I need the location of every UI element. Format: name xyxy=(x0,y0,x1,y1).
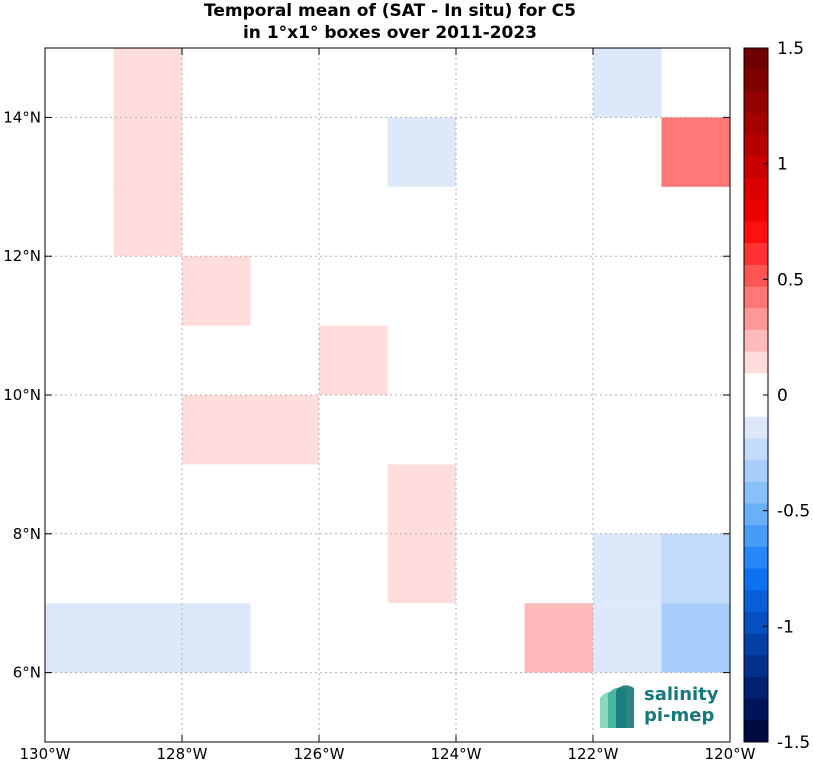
colorbar-swatch xyxy=(744,546,768,569)
colorbar-swatch xyxy=(744,590,768,613)
heatmap-cell xyxy=(387,533,456,604)
heatmap-cell xyxy=(113,48,182,118)
colorbar-swatch xyxy=(744,676,768,700)
title-line-1: Temporal mean of (SAT - In situ) for C5 xyxy=(204,1,576,21)
grid-lines xyxy=(45,48,730,742)
salinity-pimep-logo: salinity pi-mep xyxy=(596,684,736,732)
colorbar-tick-label: 0 xyxy=(777,386,788,406)
colorbar-swatch xyxy=(744,633,768,656)
heatmap-cell xyxy=(319,325,388,395)
logo-line-2: pi-mep xyxy=(644,705,715,726)
heatmap-cell xyxy=(113,186,182,257)
colorbar: 1.5 1 0.5 0 -0.5 -1 -1.5 xyxy=(743,39,810,753)
y-tick-label: 14°N xyxy=(3,108,41,126)
y-tick-label: 8°N xyxy=(13,525,41,543)
y-tick-label: 6°N xyxy=(13,664,41,682)
colorbar-swatch xyxy=(744,69,768,92)
colorbar-swatch xyxy=(744,698,768,721)
colorbar-swatch xyxy=(744,481,768,504)
y-tick-label: 10°N xyxy=(3,386,41,404)
wave-logo-icon xyxy=(600,685,634,728)
colorbar-swatch xyxy=(744,264,768,288)
x-tick-label: 120°W xyxy=(705,745,756,763)
colorbar-tick-label: -1.5 xyxy=(777,733,810,753)
colorbar-swatch xyxy=(744,156,768,179)
colorbar-swatch xyxy=(744,221,768,244)
heatmap-cell xyxy=(661,117,730,187)
colorbar-swatch xyxy=(744,525,768,548)
colorbar-swatch xyxy=(744,243,768,266)
colorbar-swatch xyxy=(744,568,768,591)
heatmap-cell xyxy=(113,117,182,187)
x-axis: 130°W 128°W 126°W 124°W 122°W 120°W xyxy=(20,48,756,763)
heatmap-cell xyxy=(387,117,456,187)
colorbar-swatch xyxy=(744,503,768,526)
heatmap-cell xyxy=(661,533,730,604)
heatmap-cell xyxy=(387,464,456,534)
colorbar-tick-label: -1 xyxy=(777,617,794,637)
colorbar-swatch xyxy=(744,460,768,483)
heatmap-cell xyxy=(182,256,251,326)
heatmap-cell xyxy=(661,603,730,673)
colorbar-swatch xyxy=(744,351,768,374)
x-tick-label: 124°W xyxy=(431,745,482,763)
heatmap-cell xyxy=(250,395,319,465)
colorbar-swatch xyxy=(744,48,768,71)
logo-text: salinity pi-mep xyxy=(644,684,719,726)
heatmap-cell xyxy=(182,603,251,673)
colorbar-swatch xyxy=(744,134,768,157)
heatmap-cell xyxy=(45,603,114,673)
colorbar-tick-label: 1.5 xyxy=(777,39,804,59)
colorbar-swatch xyxy=(744,655,768,678)
y-axis: 6°N 8°N 10°N 12°N 14°N xyxy=(3,108,730,682)
colorbar-swatch xyxy=(744,395,768,418)
heatmap-cell xyxy=(524,603,593,673)
x-tick-label: 122°W xyxy=(568,745,619,763)
colorbar-swatch xyxy=(744,416,768,439)
heatmap-cell xyxy=(182,395,251,465)
colorbar-swatch xyxy=(744,308,768,331)
colorbar-swatch xyxy=(744,438,768,461)
colorbar-swatch xyxy=(744,199,768,222)
x-tick-label: 130°W xyxy=(20,745,71,763)
colorbar-swatch xyxy=(744,178,768,201)
colorbar-swatch xyxy=(744,329,768,353)
heatmap-cells xyxy=(45,48,730,673)
colorbar-swatch xyxy=(744,611,768,635)
colorbar-swatch xyxy=(744,286,768,309)
colorbar-swatch xyxy=(744,91,768,114)
heatmap-cell xyxy=(593,533,662,604)
colorbar-swatch xyxy=(744,373,768,396)
title-line-2: in 1°x1° boxes over 2011-2023 xyxy=(242,23,538,43)
colorbar-swatch xyxy=(744,113,768,136)
heatmap-cell xyxy=(113,603,182,673)
colorbar-tick-label: -0.5 xyxy=(777,502,810,522)
heatmap-cell xyxy=(593,603,662,673)
y-tick-label: 12°N xyxy=(3,247,41,265)
logo-line-1: salinity xyxy=(644,684,719,705)
x-tick-label: 126°W xyxy=(294,745,345,763)
colorbar-tick-label: 1 xyxy=(777,155,788,175)
chart-title: Temporal mean of (SAT - In situ) for C5 … xyxy=(0,0,780,44)
x-tick-label: 128°W xyxy=(157,745,208,763)
colorbar-tick-label: 0.5 xyxy=(777,270,804,290)
heatmap-cell xyxy=(593,48,662,118)
colorbar-swatch xyxy=(744,720,768,743)
